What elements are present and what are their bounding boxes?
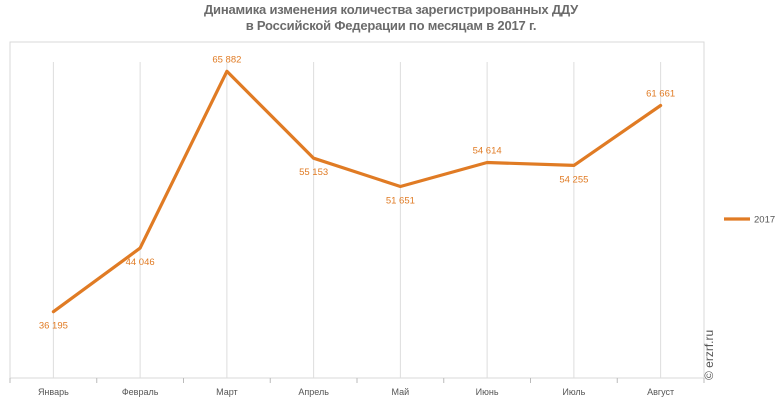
x-tick-label: Май <box>392 387 410 397</box>
legend-label: 2017 <box>754 215 775 226</box>
plot-area-border <box>9 41 705 379</box>
data-label: 54 614 <box>473 146 502 157</box>
x-tick-label: Февраль <box>122 387 159 397</box>
series-lines <box>51 69 663 314</box>
x-tick-label: Апрель <box>298 387 329 397</box>
data-label: 55 153 <box>299 167 328 178</box>
data-label: 65 882 <box>212 54 241 65</box>
data-labels: 36 195 44 046 65 882 55 153 51 651 54 614 54 2… <box>39 54 675 331</box>
data-label: 54 255 <box>559 174 588 185</box>
plot-frame <box>9 41 705 379</box>
data-label: 44 046 <box>126 257 155 268</box>
chart-title-block: Динамика изменения количества зарегистри… <box>0 2 782 34</box>
data-label: 51 651 <box>386 196 415 207</box>
data-label: 61 661 <box>646 88 675 99</box>
x-axis-ticks: Январь Февраль Март Апрель Май Июнь Июль Август <box>9 378 705 397</box>
legend: 2017 <box>724 215 775 226</box>
x-tick-label: Август <box>647 387 674 397</box>
chart-title: Динамика изменения количества зарегистри… <box>203 2 579 17</box>
data-label: 36 195 <box>39 321 68 332</box>
series-line-2017 <box>51 69 663 314</box>
x-tick-label: Июнь <box>476 387 499 397</box>
x-tick-label: Март <box>216 387 238 397</box>
chart-subtitle: в Российской Федерации по месяцам в 2017… <box>245 18 537 33</box>
x-tick-label: Июль <box>562 387 585 397</box>
watermark: © erzrf.ru <box>702 329 716 380</box>
x-tick-label: Январь <box>38 387 69 397</box>
gridlines <box>52 62 662 378</box>
